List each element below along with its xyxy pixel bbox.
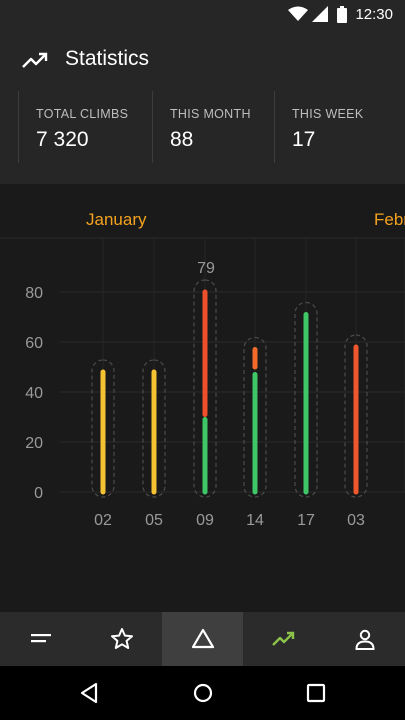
stats-row: TOTAL CLIMBS 7 320 THIS MONTH 88 THIS WE… [18, 91, 405, 163]
star-icon [111, 628, 133, 649]
bar-outline [243, 336, 267, 498]
stat-value: 17 [292, 128, 316, 151]
list-icon [31, 634, 51, 643]
home-icon[interactable] [190, 680, 216, 706]
stat-this-week: THIS WEEK 17 [274, 91, 405, 163]
stat-this-month: THIS MONTH 88 [152, 91, 275, 163]
stat-label: THIS MONTH [170, 107, 251, 121]
wifi-icon [288, 6, 308, 21]
x-tick-label: 05 [145, 512, 163, 529]
x-tick-label: 09 [196, 512, 214, 529]
y-tick-label: 0 [34, 485, 43, 502]
bar-outline [294, 301, 318, 498]
nav-item-list[interactable] [0, 612, 81, 666]
y-tick-label: 20 [25, 435, 43, 452]
header: Statistics TOTAL CLIMBS 7 320 THIS MONTH… [0, 28, 405, 184]
bar-outline [91, 359, 115, 498]
trending-up-icon [272, 631, 295, 646]
nav-item-statistics[interactable] [243, 612, 324, 666]
stat-total-climbs: TOTAL CLIMBS 7 320 [18, 91, 153, 163]
stat-value: 7 320 [36, 128, 89, 151]
x-tick-label: 02 [94, 512, 112, 529]
bottom-nav [0, 612, 405, 666]
system-nav-bar [0, 666, 405, 720]
nav-item-favorites[interactable] [81, 612, 162, 666]
bar-outline [344, 334, 368, 498]
y-tick-label: 80 [25, 285, 43, 302]
status-bar: 12:30 [0, 0, 405, 28]
y-tick-label: 60 [25, 335, 43, 352]
signal-icon [312, 6, 328, 22]
x-tick-label: 17 [297, 512, 315, 529]
nav-item-climbs[interactable] [162, 612, 243, 666]
trending-up-icon [22, 52, 48, 68]
chart-area[interactable]: January Febr 0 20 40 60 80 02 05 79 09 14 17 03 [0, 184, 405, 612]
x-tick-label: 03 [347, 512, 365, 529]
stat-value: 88 [170, 128, 194, 151]
status-time: 12:30 [355, 6, 393, 23]
month-label-february: Febr [374, 210, 405, 229]
bar-outline [142, 359, 166, 498]
recents-icon[interactable] [303, 680, 329, 706]
battery-icon [337, 6, 347, 23]
bar-outline [193, 279, 217, 498]
x-tick-label: 14 [246, 512, 264, 529]
person-icon [355, 629, 375, 650]
climbs-chart: 0 20 40 60 80 02 05 79 09 14 17 03 [0, 237, 405, 529]
nav-item-profile[interactable] [324, 612, 405, 666]
triangle-icon [191, 628, 215, 649]
page-title: Statistics [65, 47, 150, 70]
month-label-january: January [86, 210, 147, 229]
stat-label: THIS WEEK [292, 107, 364, 121]
y-tick-label: 40 [25, 385, 43, 402]
stat-label: TOTAL CLIMBS [36, 107, 129, 121]
bar-value-label: 79 [197, 260, 215, 277]
back-icon[interactable] [77, 680, 103, 706]
